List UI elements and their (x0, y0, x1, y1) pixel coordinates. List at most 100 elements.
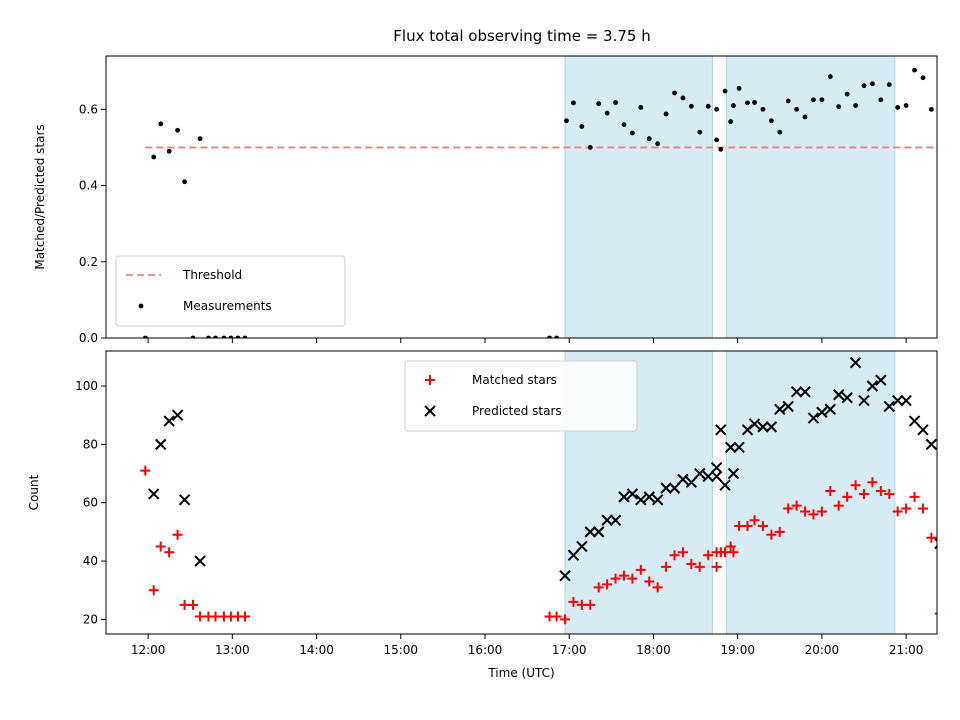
data-point (158, 121, 164, 127)
data-point (677, 473, 689, 486)
ratio-panel: 0.0 0.2 0.4 0.6 Matched/Predicted stars Thres… (33, 55, 942, 345)
data-point (757, 421, 769, 433)
data-point (621, 122, 627, 127)
data-point (635, 564, 646, 575)
x-tick-label: 18:00 (636, 643, 671, 657)
data-point (728, 547, 739, 558)
x-tick-label: 19:00 (720, 643, 755, 657)
data-point (870, 81, 875, 87)
data-point (782, 400, 794, 413)
data-point (833, 500, 844, 511)
legend-box (115, 255, 346, 327)
y-tick-label: 60 (83, 496, 98, 510)
data-point (724, 441, 737, 453)
data-point (790, 386, 803, 398)
data-point (928, 106, 934, 112)
data-point (816, 506, 827, 517)
data-point (677, 547, 688, 558)
data-point (148, 585, 159, 596)
data-point (651, 494, 664, 506)
y-tick-label: 0.0 (79, 331, 98, 345)
y-axis-label: Matched/Predicted stars (33, 124, 47, 269)
data-point (760, 106, 766, 112)
x-axis-label: Time (UTC) (487, 666, 554, 680)
data-point (635, 494, 647, 506)
data-point (655, 141, 661, 147)
data-point (587, 145, 593, 150)
data-point (172, 529, 183, 540)
data-point (685, 476, 698, 488)
data-point (702, 470, 714, 483)
data-point (774, 526, 785, 537)
legend-swatch (425, 375, 435, 385)
data-point (783, 503, 794, 514)
data-point (195, 611, 206, 622)
legend-label: Predicted stars (472, 404, 562, 418)
data-point (807, 412, 820, 424)
data-point (680, 95, 686, 101)
data-point (875, 374, 887, 386)
series-measurements (142, 67, 942, 338)
data-point (878, 97, 884, 103)
data-point (819, 97, 825, 103)
data-point (748, 418, 761, 430)
count-panel: 12:00 13:00 14:00 15:00 16:00 17:00 18:00 19:00… (27, 350, 938, 680)
data-point (560, 614, 571, 625)
legend-label: Threshold (182, 268, 242, 282)
data-point (715, 547, 726, 558)
legend: Matched stars Predicted stars (404, 360, 638, 432)
y-tick-label: 20 (83, 612, 98, 626)
data-point (883, 400, 895, 413)
data-point (242, 335, 248, 338)
x-tick-label: 16:00 (468, 643, 503, 657)
data-point (140, 465, 151, 476)
data-point (604, 110, 610, 116)
data-point (799, 386, 811, 398)
x-tick-label: 14:00 (299, 643, 334, 657)
data-point (836, 104, 842, 110)
data-point (179, 599, 190, 610)
data-point (210, 611, 221, 622)
data-point (164, 547, 175, 558)
data-point (841, 391, 853, 404)
data-point (629, 130, 635, 136)
data-point (827, 74, 833, 79)
shaded-band (725, 55, 896, 339)
data-point (816, 406, 828, 418)
data-point (155, 438, 167, 451)
data-point (891, 394, 904, 407)
data-point (163, 415, 175, 427)
data-point (886, 82, 892, 87)
data-point (711, 561, 722, 572)
series-predicted-stars (148, 356, 937, 582)
data-point (668, 482, 681, 494)
data-point (844, 91, 850, 97)
data-point (722, 88, 728, 94)
data-point (917, 503, 928, 514)
data-point (811, 97, 816, 103)
data-point (719, 479, 731, 491)
data-point (920, 75, 926, 81)
data-point (742, 521, 753, 532)
data-point (663, 111, 669, 117)
data-point (564, 118, 569, 124)
data-point (884, 488, 895, 499)
axes-frame (105, 350, 938, 635)
data-point (858, 394, 870, 407)
data-point (610, 573, 621, 584)
legend-label: Matched stars (472, 373, 557, 387)
data-point (197, 136, 203, 142)
data-point (567, 549, 580, 561)
data-point (652, 582, 663, 593)
data-point (861, 83, 867, 89)
x-tick-label: 17:00 (552, 643, 587, 657)
chart-title: Flux total observing time = 3.75 h (393, 27, 650, 45)
y-tick-label: 0.2 (79, 255, 98, 269)
data-point (672, 90, 677, 96)
data-point (703, 550, 714, 561)
data-point (937, 153, 942, 158)
data-point (715, 424, 727, 436)
data-point (765, 421, 778, 433)
data-point (235, 335, 241, 338)
